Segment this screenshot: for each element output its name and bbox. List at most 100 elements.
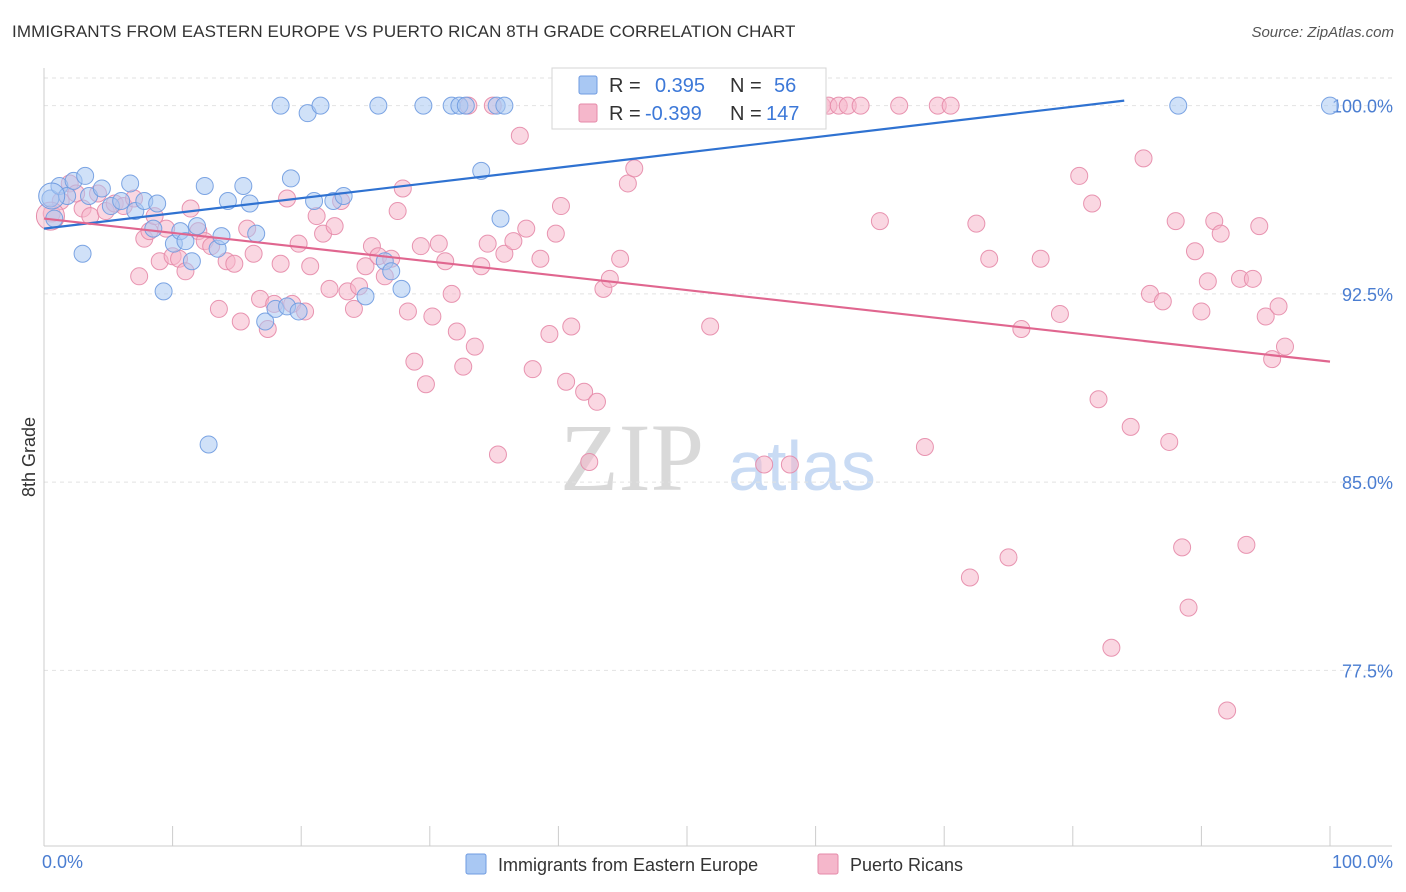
eastern-europe-point: [289, 302, 308, 321]
eastern-europe-point: [392, 279, 411, 298]
stats-n-value-blue: 56: [774, 75, 796, 97]
y-tick-label: 85.0%: [1342, 473, 1393, 493]
y-tick-label: 77.5%: [1342, 661, 1393, 681]
puerto-ricans-point: [454, 357, 473, 376]
stats-swatch-blue: [578, 75, 598, 95]
puerto-ricans-point: [398, 302, 417, 321]
eastern-europe-point: [234, 176, 253, 195]
puerto-ricans-point: [611, 249, 630, 268]
puerto-ricans-point: [915, 437, 934, 456]
puerto-ricans-point: [130, 267, 149, 286]
puerto-ricans-point: [1160, 432, 1179, 451]
puerto-ricans-point: [575, 382, 594, 401]
eastern-europe-point: [195, 176, 214, 195]
puerto-ricans-point: [999, 548, 1018, 567]
x-tick-label-min: 0.0%: [42, 852, 83, 872]
eastern-europe-point: [38, 182, 66, 210]
stats-n-label-pink: N =: [730, 103, 762, 125]
puerto-ricans-point: [618, 174, 637, 193]
puerto-ricans-point: [1173, 538, 1192, 557]
x-tick-marks: [43, 826, 1331, 846]
stats-r-value-pink: -0.399: [645, 103, 702, 125]
puerto-ricans-point: [1134, 149, 1153, 168]
puerto-ricans-point: [701, 317, 720, 336]
puerto-ricans-point: [546, 224, 565, 243]
puerto-ricans-point: [1166, 212, 1185, 231]
stats-r-value-blue: 0.395: [655, 75, 705, 97]
chart-title: IMMIGRANTS FROM EASTERN EUROPE VS PUERTO…: [12, 22, 796, 41]
puerto-ricans-point: [344, 299, 363, 318]
source-label: Source: ZipAtlas.com: [1251, 24, 1394, 41]
eastern-europe-point: [495, 96, 514, 115]
puerto-ricans-point: [209, 299, 228, 318]
puerto-ricans-point: [1031, 249, 1050, 268]
puerto-ricans-point: [551, 197, 570, 216]
puerto-ricans-point: [325, 217, 344, 236]
puerto-ricans-point: [1218, 701, 1237, 720]
puerto-ricans-point: [289, 234, 308, 253]
stats-n-label-blue: N =: [730, 75, 762, 97]
eastern-europe-points: [38, 96, 1339, 454]
stats-swatch-pink: [578, 103, 598, 123]
puerto-ricans-point: [442, 284, 461, 303]
puerto-ricans-point: [1050, 304, 1069, 323]
eastern-europe-point: [212, 227, 231, 246]
puerto-ricans-point: [436, 252, 455, 271]
stats-r-label-pink: R =: [609, 103, 641, 125]
puerto-ricans-point: [967, 214, 986, 233]
eastern-europe-point: [199, 435, 218, 454]
eastern-europe-point: [144, 219, 163, 238]
puerto-ricans-point: [580, 453, 599, 472]
legend-swatch-eastern-europe: [465, 853, 487, 875]
puerto-ricans-point: [1256, 307, 1275, 326]
puerto-ricans-point: [1070, 166, 1089, 185]
puerto-ricans-point: [393, 179, 412, 198]
puerto-ricans-point: [225, 254, 244, 273]
puerto-ricans-point: [531, 249, 550, 268]
puerto-ricans-point: [1263, 350, 1282, 369]
eastern-europe-point: [188, 217, 207, 236]
puerto-ricans-point: [181, 199, 200, 218]
eastern-europe-point: [271, 96, 290, 115]
eastern-europe-point: [92, 179, 111, 198]
eastern-europe-trend-line: [43, 99, 1125, 230]
eastern-europe-point: [491, 209, 510, 228]
puerto-ricans-point: [504, 232, 523, 251]
eastern-europe-point: [112, 192, 131, 211]
puerto-ricans-point: [1192, 302, 1211, 321]
eastern-europe-point: [356, 287, 375, 306]
puerto-ricans-point: [231, 312, 250, 331]
puerto-ricans-point: [1083, 194, 1102, 213]
puerto-ricans-point: [495, 244, 514, 263]
puerto-ricans-point: [851, 96, 870, 115]
puerto-ricans-point: [562, 317, 581, 336]
puerto-ricans-point: [780, 455, 799, 474]
eastern-europe-point: [76, 166, 95, 185]
eastern-europe-point: [256, 312, 275, 331]
eastern-europe-point: [369, 96, 388, 115]
puerto-ricans-point: [478, 234, 497, 253]
stats-legend: R = 0.395 N = 56 R = -0.399 N = 147: [551, 67, 827, 130]
stats-n-value-pink: 147: [766, 103, 799, 125]
legend-swatch-puerto-ricans: [817, 853, 839, 875]
puerto-ricans-point: [416, 375, 435, 394]
puerto-ricans-point: [488, 445, 507, 464]
stats-r-label-blue: R =: [609, 75, 641, 97]
puerto-ricans-point: [1198, 272, 1217, 291]
stats-legend-box: [551, 67, 827, 130]
puerto-ricans-point: [271, 254, 290, 273]
y-tick-label: 100.0%: [1332, 97, 1393, 117]
eastern-europe-point: [1169, 96, 1188, 115]
eastern-europe-point: [334, 186, 353, 205]
series-legend: Immigrants from Eastern Europe Puerto Ri…: [465, 853, 963, 875]
legend-label-eastern-europe: Immigrants from Eastern Europe: [498, 855, 758, 875]
eastern-europe-point: [73, 244, 92, 263]
puerto-ricans-trend-line: [43, 217, 1331, 363]
puerto-ricans-point: [510, 126, 529, 145]
puerto-ricans-point: [1121, 417, 1140, 436]
eastern-europe-point: [247, 224, 266, 243]
puerto-ricans-point: [523, 360, 542, 379]
puerto-ricans-point: [870, 212, 889, 231]
eastern-europe-point: [414, 96, 433, 115]
grid-lines: [44, 77, 1392, 671]
